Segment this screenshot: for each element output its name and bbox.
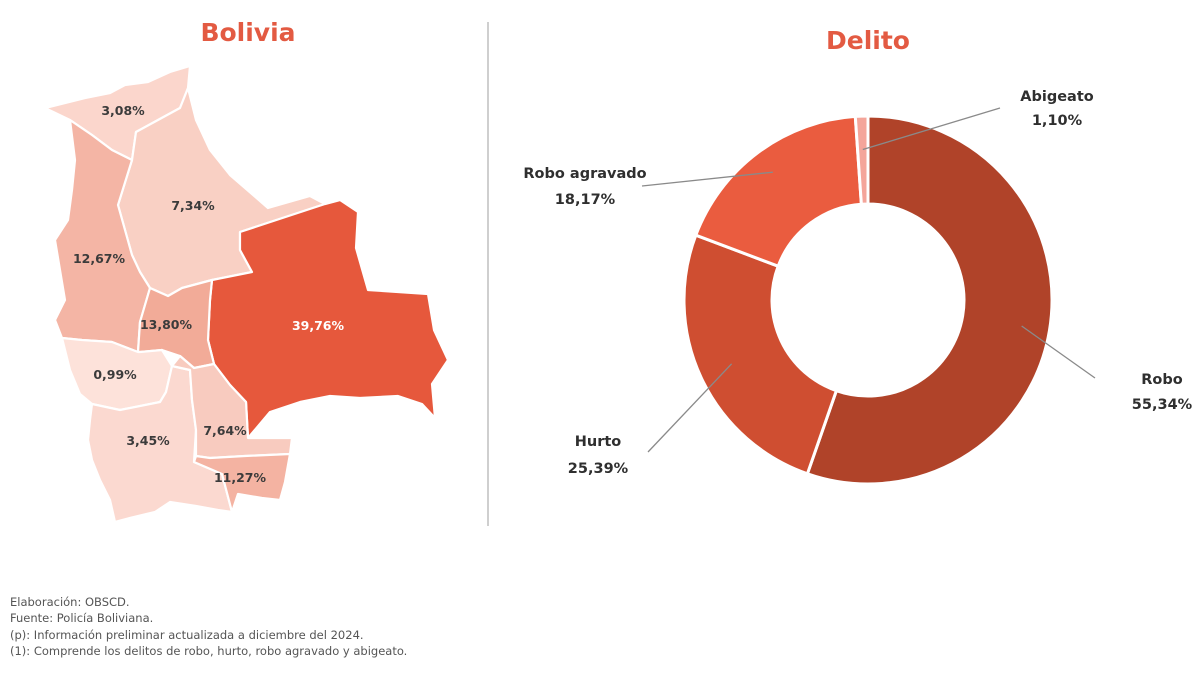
chart-title: Delito [826,26,910,55]
map-label-cochabamba: 13,80% [140,317,193,332]
leader-line-abigeato [862,107,1001,151]
leader-line-hurto [647,363,733,453]
map-label-la-paz: 12,67% [73,251,126,266]
slice-abigeato[interactable] [853,114,870,206]
footnote-elaboracion: Elaboración: OBSCD. [10,595,130,609]
footnote-comprende: (1): Comprende los delitos de robo, hurt… [10,644,408,659]
map-region-tarija[interactable] [192,452,292,514]
map-label-oruro: 0,99% [93,367,137,382]
slice-robo-agravado[interactable] [693,114,863,269]
slice-value-robo-agravado: 18,17% [555,192,616,208]
slice-value-robo: 55,34% [1132,397,1193,413]
map-label-chuquisaca: 7,64% [203,423,247,438]
map-region-chuquisaca[interactable] [170,354,294,460]
leader-line-robo-agravado [641,171,773,187]
donut-chart: Robo 55,34% Hurto 25,39% Robo agravado 18,17%… [523,89,1193,486]
footnote-preliminar: (p): Información preliminar actualizada … [10,627,364,642]
map-label-pando: 3,08% [101,103,145,118]
slice-label-hurto: Hurto [575,434,622,450]
leader-line-robo [1021,325,1096,379]
slice-label-abigeato: Abigeato [1020,89,1094,105]
slice-value-hurto: 25,39% [568,461,629,477]
footnotes: Elaboración: OBSCD. Fuente: Policía Boli… [10,594,407,660]
slice-label-robo-agravado: Robo agravado [523,166,646,182]
divider [487,22,489,526]
map-label-potosi: 3,45% [126,433,170,448]
slice-value-abigeato: 1,10% [1032,113,1083,129]
bolivia-map: 3,08% 7,34% 12,67% 39,76% 13,80% 0,99% 3… [43,64,450,524]
slice-hurto[interactable] [682,233,839,476]
map-label-tarija: 11,27% [214,470,267,485]
map-title: Bolivia [200,18,296,47]
slice-label-robo: Robo [1141,372,1183,388]
footnote-fuente: Fuente: Policía Boliviana. [10,611,154,626]
slice-robo[interactable] [805,114,1054,486]
map-label-beni: 7,34% [171,198,215,213]
map-region-potosi[interactable] [86,364,234,524]
map-label-santa-cruz: 39,76% [292,318,345,333]
